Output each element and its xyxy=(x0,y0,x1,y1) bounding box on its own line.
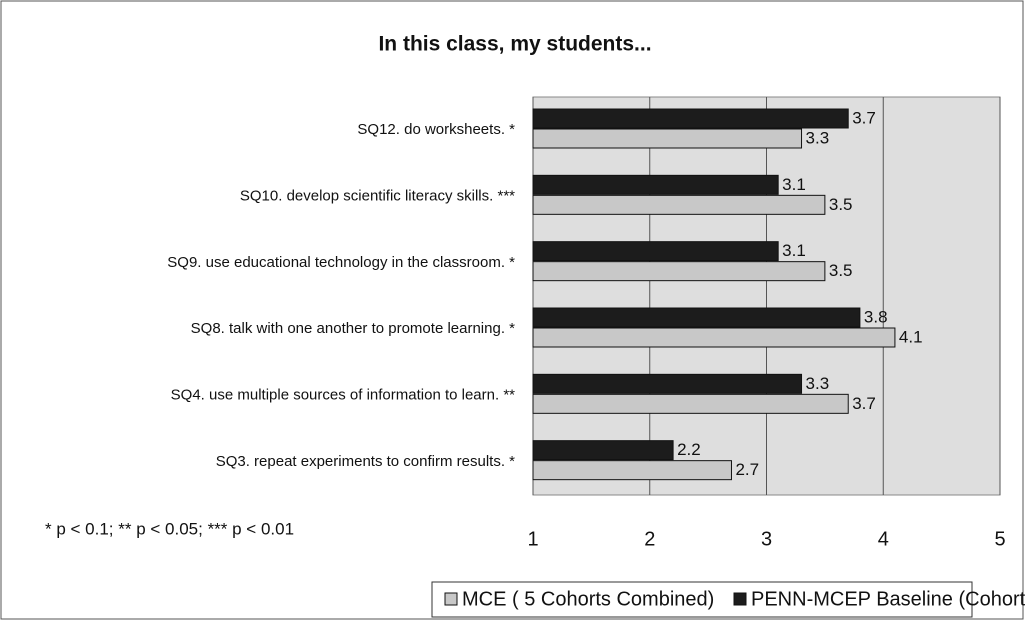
legend-swatch xyxy=(444,592,458,606)
legend-label: MCE ( 5 Cohorts Combined) xyxy=(462,588,714,610)
value-label: 3.8 xyxy=(864,307,888,326)
chart-title: In this class, my students... xyxy=(378,33,651,56)
value-label: 3.3 xyxy=(806,374,830,393)
bar xyxy=(532,440,674,461)
bar xyxy=(532,241,779,262)
y-tick-label: SQ9. use educational technology in the c… xyxy=(167,254,515,271)
y-tick-label: SQ8. talk with one another to promote le… xyxy=(191,320,516,337)
legend xyxy=(431,581,973,618)
bar xyxy=(532,460,732,481)
value-label: 3.3 xyxy=(806,128,830,147)
bar xyxy=(532,307,861,328)
bar xyxy=(532,373,803,394)
bar xyxy=(532,128,803,149)
bar xyxy=(532,393,849,414)
legend-swatch xyxy=(733,592,747,606)
x-tick-label: 3 xyxy=(761,528,772,550)
x-tick-label: 5 xyxy=(994,528,1005,550)
x-tick-label: 2 xyxy=(644,528,655,550)
value-label: 2.2 xyxy=(677,440,701,459)
bar xyxy=(532,174,779,195)
y-tick-label: SQ12. do worksheets. * xyxy=(357,121,515,138)
value-label: 3.7 xyxy=(852,394,876,413)
y-tick-label: SQ3. repeat experiments to confirm resul… xyxy=(216,453,515,470)
value-label: 4.1 xyxy=(899,327,923,346)
bar xyxy=(532,108,849,129)
y-tick-label: SQ10. develop scientific literacy skills… xyxy=(240,187,515,204)
bar xyxy=(532,261,826,282)
value-label: 3.5 xyxy=(829,195,853,214)
bar xyxy=(532,327,896,348)
x-tick-label: 1 xyxy=(527,528,538,550)
value-label: 3.7 xyxy=(852,108,876,127)
bar xyxy=(532,194,826,215)
value-label: 3.1 xyxy=(782,175,806,194)
value-label: 3.1 xyxy=(782,241,806,260)
y-tick-label: SQ4. use multiple sources of information… xyxy=(171,386,515,403)
x-tick-label: 4 xyxy=(878,528,889,550)
annotation: * p < 0.1; ** p < 0.05; *** p < 0.01 xyxy=(45,519,294,538)
value-label: 2.7 xyxy=(735,460,759,479)
legend-label: PENN-MCEP Baseline (Cohort A-C Combined) xyxy=(751,588,1025,610)
value-label: 3.5 xyxy=(829,261,853,280)
